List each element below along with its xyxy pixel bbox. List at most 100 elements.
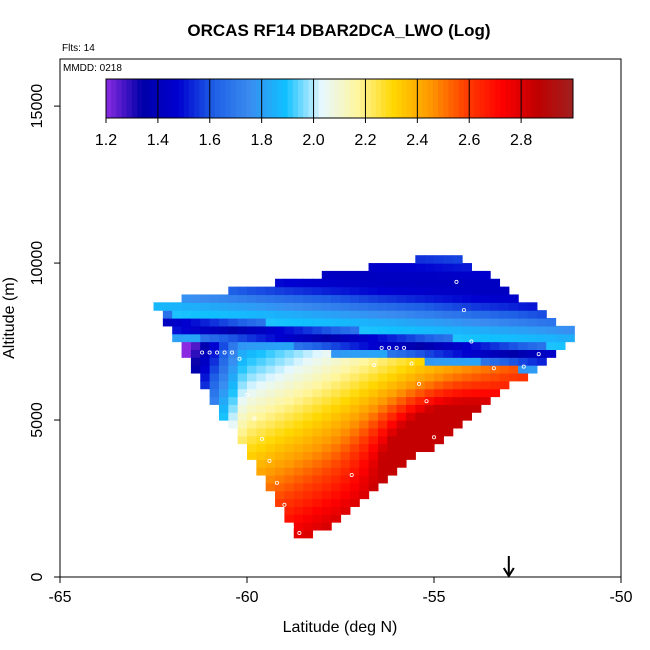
heatmap-cell	[434, 435, 444, 445]
heatmap-cell	[405, 341, 416, 350]
date-label: MMDD: 0218	[63, 63, 122, 74]
colorbar-segment	[168, 79, 174, 118]
heatmap-cell	[331, 412, 342, 421]
heatmap-cell	[228, 372, 239, 382]
heatmap-cell	[237, 388, 248, 398]
heatmap-cell	[265, 357, 276, 366]
heatmap-cell	[555, 341, 566, 350]
heatmap-cell	[368, 365, 379, 374]
heatmap-cell	[480, 333, 491, 343]
heatmap-cell	[536, 341, 547, 350]
heatmap-cell	[462, 325, 472, 335]
heatmap-cell	[377, 263, 388, 272]
heatmap-cell	[275, 365, 285, 374]
heatmap-cell	[359, 278, 370, 288]
heatmap-cell	[434, 365, 444, 374]
heatmap-cell	[349, 443, 360, 453]
colorbar-segment	[323, 79, 330, 118]
colorbar-tick-label: 2.2	[354, 132, 376, 149]
heatmap-cell	[275, 490, 285, 500]
heatmap-cell	[293, 294, 304, 303]
colorbar-segment	[489, 79, 496, 118]
heatmap-cell	[293, 459, 304, 468]
heatmap-cell	[434, 357, 444, 366]
heatmap-cell	[415, 302, 426, 311]
heatmap-cell	[312, 372, 323, 382]
heatmap-cell	[247, 372, 257, 382]
heatmap-cell	[331, 490, 342, 500]
heatmap-cell	[508, 357, 519, 366]
heatmap-cell	[424, 420, 435, 429]
colorbar-segment	[427, 79, 434, 118]
heatmap-cell	[443, 372, 454, 382]
heatmap-cell	[247, 443, 257, 453]
heatmap-cell	[275, 302, 285, 311]
heatmap-cell	[359, 286, 370, 296]
heatmap-cell	[424, 302, 435, 311]
track-point	[230, 350, 235, 355]
heatmap-cell	[508, 349, 519, 358]
heatmap-cell	[275, 443, 285, 453]
heatmap-cell	[190, 341, 201, 350]
heatmap-cell	[321, 318, 332, 327]
heatmap-cell	[293, 420, 304, 429]
heatmap-cell	[471, 302, 482, 311]
heatmap-cell	[275, 341, 285, 350]
heatmap-cell	[200, 372, 211, 382]
heatmap-cell	[405, 380, 416, 390]
heatmap-cell	[312, 474, 323, 484]
heatmap-cell	[293, 506, 304, 515]
heatmap-cell	[303, 286, 314, 296]
heatmap-cell	[518, 341, 529, 350]
heatmap-cell	[527, 349, 538, 358]
heatmap-cell	[247, 325, 257, 335]
heatmap-cell	[256, 357, 267, 366]
heatmap-cell	[284, 404, 295, 413]
heatmap-cell	[490, 357, 501, 366]
heatmap-cell	[331, 451, 342, 460]
heatmap-cell	[218, 318, 229, 327]
colorbar-segment	[541, 79, 548, 118]
heatmap-cell	[415, 318, 426, 327]
heatmap-cell	[424, 333, 435, 343]
heatmap-cell	[331, 380, 342, 390]
heatmap-cell	[368, 467, 379, 476]
heatmap-cell	[527, 333, 538, 343]
heatmap-cell	[331, 404, 342, 413]
heatmap-cell	[293, 365, 304, 374]
heatmap-cell	[377, 420, 388, 429]
heatmap-cell	[284, 459, 295, 468]
heatmap-cell	[405, 435, 416, 445]
heatmap-cell	[275, 467, 285, 476]
heatmap-cell	[480, 325, 491, 335]
heatmap-cell	[303, 341, 314, 350]
heatmap-cell	[490, 325, 501, 335]
heatmap-cell	[434, 270, 444, 280]
heatmap-cell	[490, 341, 501, 350]
heatmap-cell	[508, 310, 519, 319]
colorbar-segment	[329, 79, 335, 118]
colorbar-segment	[303, 79, 309, 118]
heatmap-cell	[247, 380, 257, 390]
heatmap-cell	[237, 333, 248, 343]
heatmap-cell	[275, 388, 285, 398]
heatmap-cell	[265, 294, 276, 303]
heatmap-cell	[293, 372, 304, 382]
heatmap-cell	[284, 388, 295, 398]
heatmap-cell	[275, 474, 285, 484]
heatmap-cell	[284, 380, 295, 390]
heatmap-cell	[349, 380, 360, 390]
heatmap-cell	[321, 286, 332, 296]
arrow-head	[502, 567, 515, 578]
heatmap-cell	[480, 318, 491, 327]
heatmap-cell	[424, 412, 435, 421]
heatmap-cell	[312, 318, 323, 327]
heatmap-cell	[340, 490, 351, 500]
heatmap-cell	[265, 302, 276, 311]
heatmap-cell	[312, 365, 323, 374]
heatmap-cell	[471, 318, 482, 327]
heatmap-cell	[284, 498, 295, 507]
colorbar-segment	[391, 79, 398, 118]
heatmap-cell	[181, 302, 192, 311]
heatmap-cell	[275, 404, 285, 413]
